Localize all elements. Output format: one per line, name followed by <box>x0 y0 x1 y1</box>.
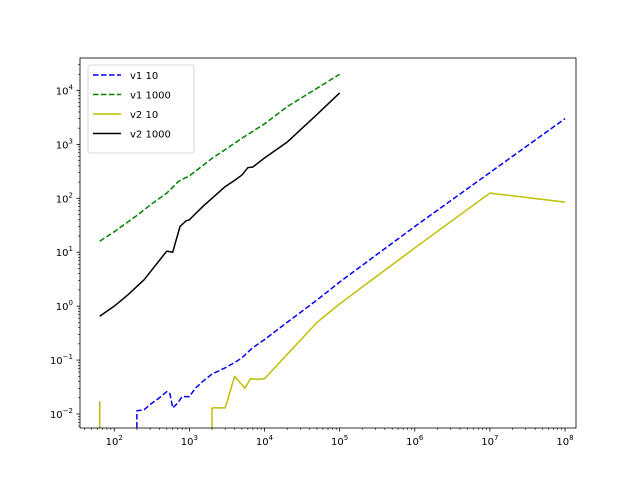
series-layer <box>98 73 566 428</box>
y-tick-label: 102 <box>56 191 73 205</box>
x-tick-label-base: 10 <box>106 437 119 448</box>
legend-label: v1 1000 <box>130 91 171 102</box>
series-line-v1-1000 <box>99 73 341 242</box>
x-tick-label: 102 <box>106 434 123 448</box>
x-tick-label-exponent: 2 <box>118 434 122 442</box>
y-tick-label: 10−2 <box>50 407 73 421</box>
x-tick-label-exponent: 7 <box>494 434 498 442</box>
y-tick-label: 101 <box>56 245 73 259</box>
legend-label: v2 1000 <box>130 130 171 141</box>
series-line-v2-10 <box>98 192 566 428</box>
x-tick-label-exponent: 3 <box>194 434 198 442</box>
y-tick-label-exponent: 0 <box>69 299 73 307</box>
x-tick-label: 106 <box>406 434 424 448</box>
y-tick-label-base: 10 <box>56 194 69 205</box>
x-tick-label-base: 10 <box>481 437 494 448</box>
y-tick-label-base: 10 <box>56 248 69 259</box>
x-tick-label-exponent: 8 <box>569 434 573 442</box>
y-tick-label-base: 10 <box>56 302 69 313</box>
y-tick-label-exponent: 1 <box>69 245 73 253</box>
y-tick-label: 103 <box>56 137 73 151</box>
x-tick-label-exponent: 6 <box>419 434 424 442</box>
y-tick-label-base: 10 <box>50 356 63 367</box>
x-tick-label: 107 <box>481 434 498 448</box>
legend-label: v1 10 <box>130 71 158 82</box>
x-tick-label-base: 10 <box>331 437 344 448</box>
x-tick-label: 103 <box>181 434 198 448</box>
legend-label: v2 10 <box>130 110 158 121</box>
y-tick-label: 10−1 <box>50 353 73 367</box>
x-tick-label-exponent: 5 <box>344 434 348 442</box>
y-tick-label-base: 10 <box>56 86 69 97</box>
x-tick-label: 104 <box>256 434 274 448</box>
x-tick-label: 108 <box>556 434 573 448</box>
x-axis: 102 103 104 105 106 107 108 <box>84 428 574 448</box>
x-tick-label-exponent: 4 <box>269 434 274 442</box>
y-tick-label-exponent: −2 <box>63 407 73 415</box>
x-tick-label-base: 10 <box>556 437 569 448</box>
y-tick-label-exponent: 3 <box>69 137 73 145</box>
series-line-v1-10 <box>98 118 566 428</box>
series-line-v2-1000 <box>99 92 341 317</box>
y-tick-label: 100 <box>56 299 73 313</box>
y-tick-label: 104 <box>56 83 74 97</box>
legend: v1 10 v1 1000 v2 10 v2 1000 <box>87 64 195 154</box>
legend-box <box>87 64 195 154</box>
y-tick-label-base: 10 <box>56 140 69 151</box>
x-tick-label-base: 10 <box>406 437 419 448</box>
y-tick-label-exponent: 4 <box>69 83 74 91</box>
y-tick-label-exponent: −1 <box>63 353 73 361</box>
y-tick-label-exponent: 2 <box>69 191 73 199</box>
y-tick-label-base: 10 <box>50 410 63 421</box>
x-tick-label: 105 <box>331 434 348 448</box>
x-tick-label-base: 10 <box>256 437 269 448</box>
x-tick-label-base: 10 <box>181 437 194 448</box>
